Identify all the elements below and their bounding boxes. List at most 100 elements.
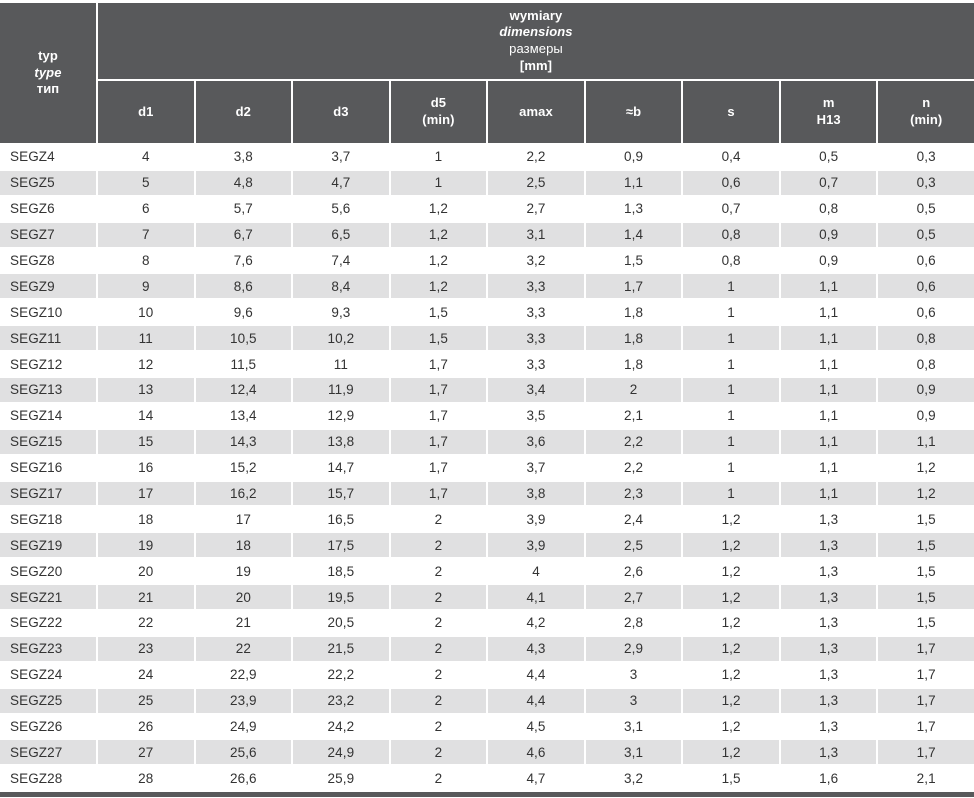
cell-segz11-col9: 0,8 [878,326,974,351]
cell-segz24-col9: 1,7 [878,662,974,687]
cell-segz9-col9: 0,6 [878,274,974,299]
cell-segz18-col2: 17 [195,507,292,532]
cell-segz28-col6: 3,2 [585,766,682,791]
cell-segz25-col9: 1,7 [878,688,974,713]
column-header-d5: d5 (min) [390,81,487,143]
cell-segz7-col7: 0,8 [683,222,779,247]
row-type-segz13: SEGZ13 [0,378,96,402]
cell-segz12-col9: 0,8 [878,352,974,377]
column-header-b: ≈b [585,81,682,143]
cell-segz28-col9: 2,1 [878,766,974,791]
cell-segz15-col7: 1 [683,429,779,454]
cell-segz13-col9: 0,9 [878,378,974,402]
cell-segz11-col3: 10,2 [293,326,389,351]
cell-segz21-col6: 2,7 [585,585,682,610]
cell-segz12-col2: 11,5 [195,352,292,377]
cell-segz16-col8: 1,1 [780,455,877,480]
column-header-d1: d1 [98,81,194,143]
row-type-segz25: SEGZ25 [0,688,96,713]
cell-segz10-col6: 1,8 [585,300,682,325]
cell-segz4-col6: 0,9 [585,145,682,169]
cell-segz14-col7: 1 [683,403,779,428]
cell-segz8-col6: 1,5 [585,248,682,273]
cell-segz15-col8: 1,1 [780,429,877,454]
cell-segz6-col7: 0,7 [683,196,779,221]
cell-segz20-col7: 1,2 [683,559,779,584]
cell-segz28-col4: 2 [390,766,487,791]
cell-segz26-col7: 1,2 [683,714,779,739]
row-type-segz14: SEGZ14 [0,403,96,428]
cell-segz5-col2: 4,8 [195,170,292,195]
cell-segz21-col7: 1,2 [683,585,779,610]
cell-segz22-col9: 1,5 [878,611,974,635]
column-header-d2: d2 [195,81,292,143]
cell-segz9-col4: 1,2 [390,274,487,299]
cell-segz7-col1: 7 [98,222,194,247]
row-type-segz24: SEGZ24 [0,662,96,687]
cell-segz11-col1: 11 [98,326,194,351]
cell-segz22-col5: 4,2 [488,611,584,635]
cell-segz17-col3: 15,7 [293,481,389,506]
cell-segz5-col4: 1 [390,170,487,195]
column-header-amax: amax [488,81,584,143]
column-header-s: s [683,81,779,143]
cell-segz12-col3: 11 [293,352,389,377]
cell-segz18-col3: 16,5 [293,507,389,532]
column-header-label: m [822,95,835,111]
cell-segz19-col9: 1,5 [878,533,974,558]
column-header-label: amax [519,103,553,119]
cell-segz26-col2: 24,9 [195,714,292,739]
cell-segz9-col7: 1 [683,274,779,299]
row-type-segz5: SEGZ5 [0,170,96,195]
cell-segz25-col1: 25 [98,688,194,713]
row-type-segz21: SEGZ21 [0,585,96,610]
cell-segz25-col7: 1,2 [683,688,779,713]
dimensions-header-en: dimensions [499,24,573,40]
cell-segz19-col4: 2 [390,533,487,558]
row-type-segz17: SEGZ17 [0,481,96,506]
cell-segz24-col6: 3 [585,662,682,687]
cell-segz15-col2: 14,3 [195,429,292,454]
cell-segz14-col4: 1,7 [390,403,487,428]
cell-segz15-col3: 13,8 [293,429,389,454]
cell-segz23-col3: 21,5 [293,636,389,661]
dimensions-header-unit: [mm] [519,57,553,73]
cell-segz7-col3: 6,5 [293,222,389,247]
cell-segz15-col4: 1,7 [390,429,487,454]
cell-segz10-col8: 1,1 [780,300,877,325]
cell-segz12-col5: 3,3 [488,352,584,377]
cell-segz19-col5: 3,9 [488,533,584,558]
row-type-segz11: SEGZ11 [0,326,96,351]
cell-segz24-col1: 24 [98,662,194,687]
cell-segz28-col3: 25,9 [293,766,389,791]
cell-segz4-col2: 3,8 [195,145,292,169]
cell-segz7-col5: 3,1 [488,222,584,247]
dimensions-group-header: wymiary dimensions размеры [mm] [98,3,974,79]
cell-segz6-col3: 5,6 [293,196,389,221]
cell-segz20-col1: 20 [98,559,194,584]
cell-segz7-col2: 6,7 [195,222,292,247]
cell-segz7-col9: 0,5 [878,222,974,247]
cell-segz20-col8: 1,3 [780,559,877,584]
cell-segz8-col4: 1,2 [390,248,487,273]
cell-segz8-col1: 8 [98,248,194,273]
cell-segz26-col8: 1,3 [780,714,877,739]
column-header-label: n [922,95,931,111]
cell-segz15-col5: 3,6 [488,429,584,454]
cell-segz24-col4: 2 [390,662,487,687]
cell-segz20-col9: 1,5 [878,559,974,584]
cell-segz8-col5: 3,2 [488,248,584,273]
cell-segz19-col1: 19 [98,533,194,558]
column-header-label: s [727,103,735,119]
column-header-n: n (min) [878,81,974,143]
cell-segz21-col2: 20 [195,585,292,610]
cell-segz10-col5: 3,3 [488,300,584,325]
cell-segz9-col5: 3,3 [488,274,584,299]
cell-segz16-col7: 1 [683,455,779,480]
cell-segz11-col4: 1,5 [390,326,487,351]
cell-segz19-col8: 1,3 [780,533,877,558]
cell-segz27-col6: 3,1 [585,740,682,765]
cell-segz27-col3: 24,9 [293,740,389,765]
row-type-segz28: SEGZ28 [0,766,96,791]
type-column-header: typ type тип [0,3,96,143]
